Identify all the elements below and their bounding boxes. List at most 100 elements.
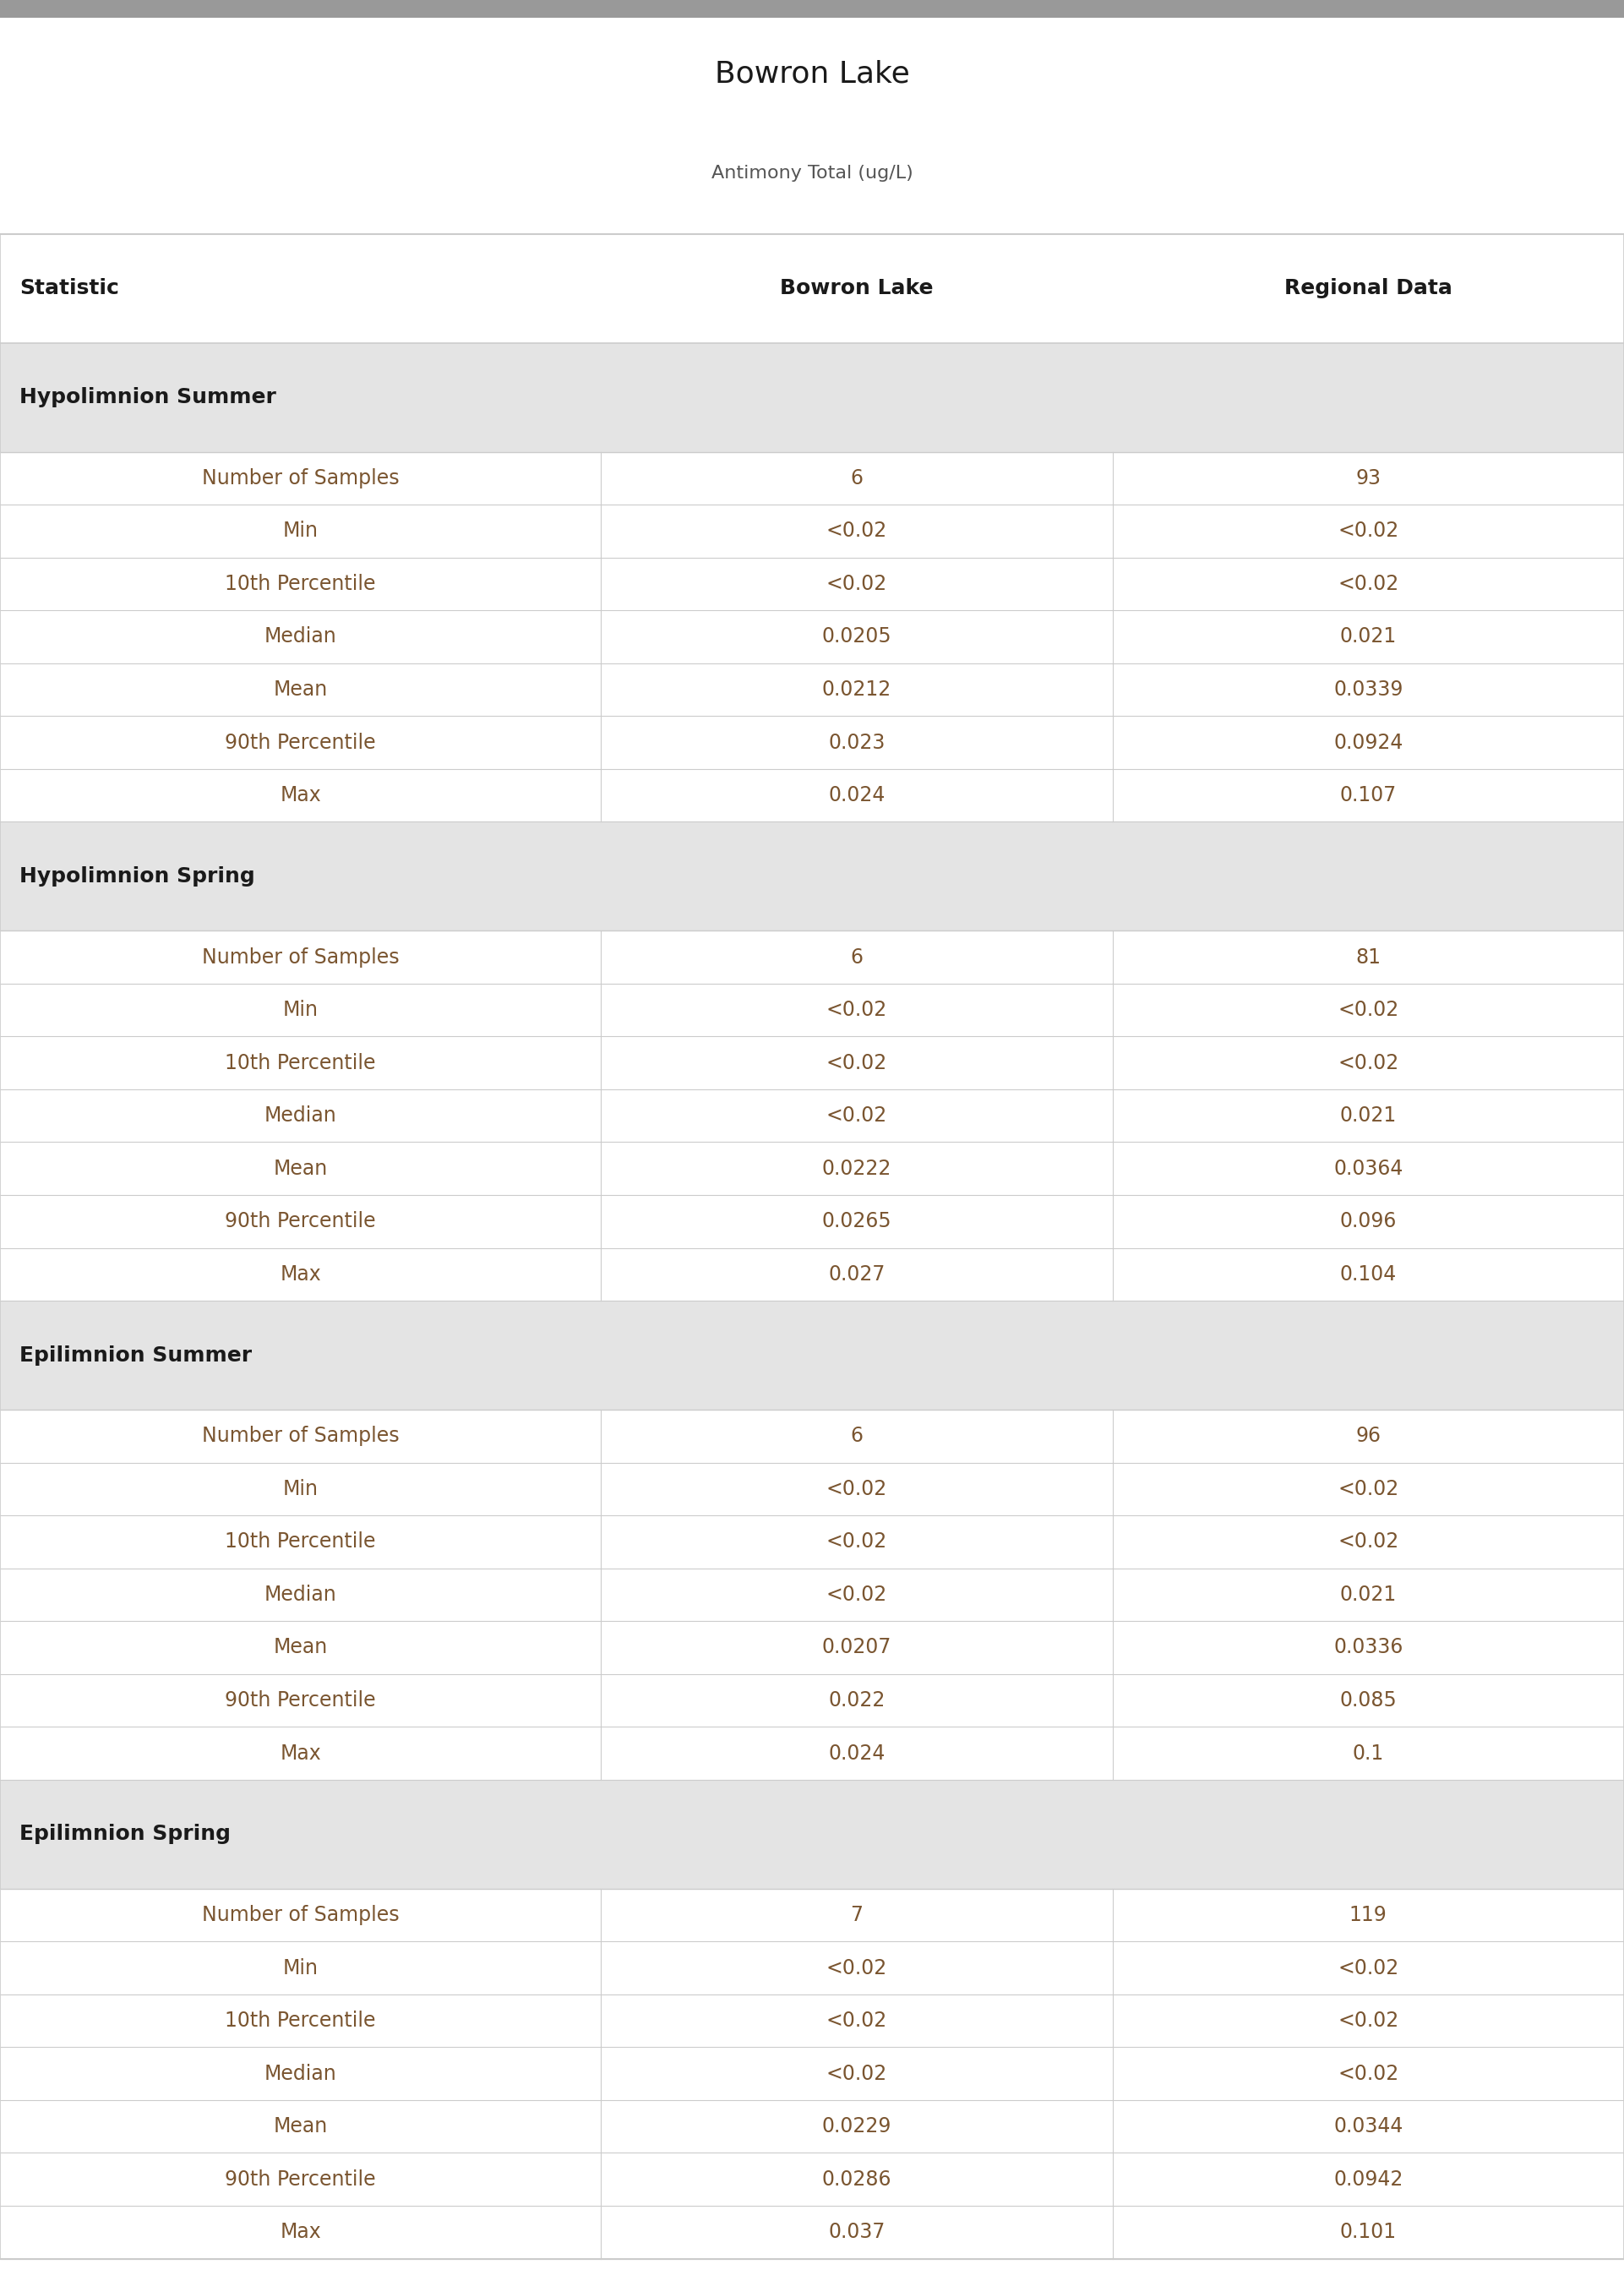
Text: 0.0286: 0.0286 — [822, 2170, 892, 2191]
Text: <0.02: <0.02 — [827, 574, 887, 595]
Text: Mean: Mean — [273, 679, 328, 699]
Bar — [0, 1727, 1624, 1780]
Text: Number of Samples: Number of Samples — [201, 468, 400, 488]
Text: 0.024: 0.024 — [828, 1743, 885, 1764]
Text: Number of Samples: Number of Samples — [201, 1905, 400, 1925]
Text: 0.0924: 0.0924 — [1333, 733, 1403, 754]
Text: Median: Median — [265, 627, 336, 647]
Text: 0.0339: 0.0339 — [1333, 679, 1403, 699]
Text: 0.022: 0.022 — [828, 1691, 885, 1712]
Text: 0.0207: 0.0207 — [822, 1637, 892, 1657]
Bar — [0, 1941, 1624, 1995]
Bar — [0, 2100, 1624, 2152]
Bar — [0, 2206, 1624, 2259]
Text: <0.02: <0.02 — [1338, 999, 1398, 1019]
Text: <0.02: <0.02 — [1338, 520, 1398, 540]
Text: Min: Min — [283, 520, 318, 540]
Text: Min: Min — [283, 999, 318, 1019]
Text: 0.0222: 0.0222 — [822, 1158, 892, 1178]
Text: <0.02: <0.02 — [1338, 2063, 1398, 2084]
Bar — [0, 1142, 1624, 1194]
Text: 0.037: 0.037 — [828, 2222, 885, 2243]
Text: <0.02: <0.02 — [827, 2011, 887, 2032]
Text: <0.02: <0.02 — [827, 2063, 887, 2084]
Text: 6: 6 — [851, 468, 862, 488]
Text: Number of Samples: Number of Samples — [201, 1426, 400, 1446]
Text: 90th Percentile: 90th Percentile — [226, 1212, 375, 1233]
Text: 10th Percentile: 10th Percentile — [226, 1053, 375, 1074]
Text: 0.096: 0.096 — [1340, 1212, 1397, 1233]
Text: <0.02: <0.02 — [1338, 1053, 1398, 1074]
Text: Min: Min — [283, 1957, 318, 1977]
Bar — [0, 715, 1624, 770]
Text: Min: Min — [283, 1478, 318, 1498]
Bar — [0, 504, 1624, 558]
Text: Median: Median — [265, 1584, 336, 1605]
Bar — [0, 931, 1624, 983]
Text: 0.1: 0.1 — [1353, 1743, 1384, 1764]
Text: <0.02: <0.02 — [827, 1584, 887, 1605]
Bar — [0, 1995, 1624, 2048]
Bar — [0, 983, 1624, 1037]
Text: 0.101: 0.101 — [1340, 2222, 1397, 2243]
Text: Mean: Mean — [273, 1637, 328, 1657]
Bar — [0, 1780, 1624, 1889]
Bar — [0, 2152, 1624, 2206]
Text: Antimony Total (ug/L): Antimony Total (ug/L) — [711, 166, 913, 182]
Bar — [0, 663, 1624, 715]
Bar — [0, 558, 1624, 611]
Text: Statistic: Statistic — [19, 279, 119, 297]
Bar — [0, 611, 1624, 663]
Bar — [0, 234, 1624, 343]
Bar — [0, 1621, 1624, 1673]
Text: <0.02: <0.02 — [1338, 1478, 1398, 1498]
Bar — [0, 1037, 1624, 1090]
Text: 0.0265: 0.0265 — [822, 1212, 892, 1233]
Text: <0.02: <0.02 — [1338, 1957, 1398, 1977]
Bar — [0, 452, 1624, 504]
Text: <0.02: <0.02 — [1338, 574, 1398, 595]
Text: Hypolimnion Spring: Hypolimnion Spring — [19, 867, 255, 885]
Text: 0.0344: 0.0344 — [1333, 2116, 1403, 2136]
Text: <0.02: <0.02 — [1338, 1532, 1398, 1553]
Bar — [0, 343, 1624, 452]
Text: Max: Max — [279, 2222, 322, 2243]
Bar — [0, 1889, 1624, 1941]
Text: 93: 93 — [1356, 468, 1380, 488]
Text: 6: 6 — [851, 947, 862, 967]
Text: 0.0205: 0.0205 — [822, 627, 892, 647]
Text: <0.02: <0.02 — [827, 1478, 887, 1498]
Text: Max: Max — [279, 1264, 322, 1285]
Text: Number of Samples: Number of Samples — [201, 947, 400, 967]
Text: 0.0229: 0.0229 — [822, 2116, 892, 2136]
Text: 0.0336: 0.0336 — [1333, 1637, 1403, 1657]
Text: Median: Median — [265, 2063, 336, 2084]
Text: 0.021: 0.021 — [1340, 1584, 1397, 1605]
Bar — [0, 1249, 1624, 1301]
Bar — [0, 1301, 1624, 1410]
Text: <0.02: <0.02 — [827, 999, 887, 1019]
Text: 7: 7 — [851, 1905, 862, 1925]
Text: 0.085: 0.085 — [1340, 1691, 1397, 1712]
Text: 81: 81 — [1356, 947, 1380, 967]
Text: 0.021: 0.021 — [1340, 1105, 1397, 1126]
Text: 0.107: 0.107 — [1340, 785, 1397, 806]
Text: 90th Percentile: 90th Percentile — [226, 2170, 375, 2191]
Text: <0.02: <0.02 — [827, 520, 887, 540]
Text: 0.023: 0.023 — [828, 733, 885, 754]
Text: 0.0364: 0.0364 — [1333, 1158, 1403, 1178]
Text: Max: Max — [279, 785, 322, 806]
Text: 6: 6 — [851, 1426, 862, 1446]
Text: 0.027: 0.027 — [828, 1264, 885, 1285]
Bar — [0, 0, 1624, 18]
Text: 90th Percentile: 90th Percentile — [226, 1691, 375, 1712]
Text: 119: 119 — [1350, 1905, 1387, 1925]
Text: Bowron Lake: Bowron Lake — [780, 279, 934, 297]
Bar — [0, 1410, 1624, 1462]
Bar — [0, 1194, 1624, 1249]
Text: 0.104: 0.104 — [1340, 1264, 1397, 1285]
Text: Bowron Lake: Bowron Lake — [715, 59, 909, 89]
Text: <0.02: <0.02 — [1338, 2011, 1398, 2032]
Bar — [0, 1516, 1624, 1569]
Bar — [0, 1462, 1624, 1516]
